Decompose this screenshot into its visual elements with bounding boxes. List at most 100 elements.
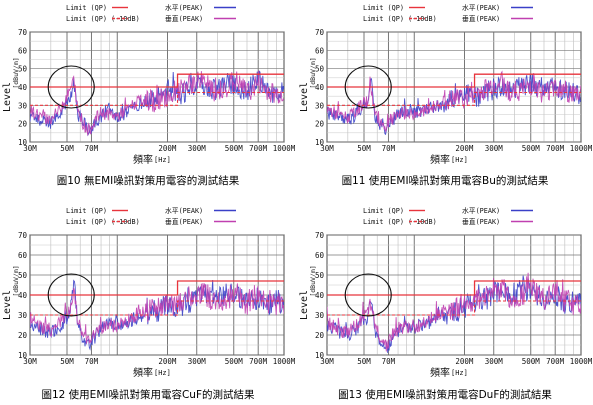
x-tick-label: 300M [188, 144, 207, 153]
x-tick-label: 30M [320, 144, 334, 153]
caption-fig10: 圖10 無EMI噪訊對策用電容的測試結果 [56, 175, 240, 187]
y-tick-label: 70 [315, 231, 325, 240]
y-tick-label: 10 [18, 138, 28, 147]
chart-panel-fig12: 10 20 30 40 50 60 70 30M 50M 70M 200M 300M 500M 700M 1… [0, 203, 296, 381]
y-tick-label: 20 [18, 120, 28, 129]
legend-label: Limit (QP) [66, 207, 107, 215]
legend-label: 水平(PEAK) [165, 3, 203, 12]
highlight-circle [47, 273, 95, 317]
legend-label: Limit (QP) (-10dB) [363, 15, 437, 23]
x-tick-label: 30M [23, 144, 37, 153]
limit-qp-line [327, 280, 581, 296]
caption-fig13: 圖13 使用EMI噪訊對策用電容DuF的測試結果 [338, 389, 552, 401]
x-tick-label: 50M [60, 357, 74, 366]
x-tick-label: 1000M [273, 357, 296, 366]
x-tick-label: 200M [455, 357, 474, 366]
y-tick-label: 30 [18, 311, 28, 320]
chart-panel-fig11: 10 20 30 40 50 60 70 30M 50M 70M 200M 300M 500M 700M 1… [297, 0, 593, 168]
legend-label: 垂直(PEAK) [165, 217, 203, 226]
series-line [30, 70, 284, 136]
plot-data [30, 279, 284, 351]
x-axis-title: 頻率 [430, 153, 450, 166]
legend-label: Limit (QP) (-10dB) [66, 218, 140, 226]
x-tick-label: 500M [522, 357, 541, 366]
x-tick-label: 50M [60, 144, 74, 153]
y-tick-label: 70 [18, 28, 28, 37]
x-axis-unit: [Hz] [154, 369, 171, 377]
y-tick-label: 50 [315, 65, 325, 74]
x-tick-label: 500M [522, 144, 541, 153]
series-line [30, 279, 284, 351]
x-axis-unit: [Hz] [451, 156, 468, 164]
x-tick-label: 1000M [570, 357, 593, 366]
chart-fig10: 10 20 30 40 50 60 70 30M 50M 70M 200M 300M 500M 700M 1… [2, 3, 296, 166]
x-axis-unit: [Hz] [451, 369, 468, 377]
x-tick-label: 200M [455, 144, 474, 153]
x-tick-label: 50M [357, 357, 371, 366]
y-tick-label: 60 [315, 251, 325, 260]
y-axis-title: Level [2, 290, 13, 320]
x-tick-label: 700M [249, 144, 268, 153]
highlight-circle [47, 65, 95, 109]
legend-label: 水平(PEAK) [165, 206, 203, 215]
x-tick-label: 70M [382, 357, 396, 366]
chart-fig12: 10 20 30 40 50 60 70 30M 50M 70M 200M 300M 500M 700M 1… [2, 206, 296, 379]
y-tick-label: 30 [18, 101, 28, 110]
y-tick-label: 20 [315, 331, 325, 340]
x-axis-title: 頻率 [133, 366, 153, 379]
x-axis-unit: [Hz] [154, 156, 171, 164]
caption-fig12: 圖12 使用EMI噪訊對策用電容CuF的測試結果 [41, 389, 255, 401]
x-tick-label: 70M [382, 144, 396, 153]
x-tick-label: 500M [225, 144, 244, 153]
chart-panel-fig10: 10 20 30 40 50 60 70 30M 50M 70M 200M 300M 500M 700M 1… [0, 0, 296, 168]
x-tick-label: 200M [158, 357, 177, 366]
legend-label: Limit (QP) (-10dB) [66, 15, 140, 23]
y-tick-label: 40 [315, 291, 325, 300]
x-axis-title: 頻率 [133, 153, 153, 166]
y-tick-label: 30 [315, 311, 325, 320]
legend-label: 水平(PEAK) [462, 3, 500, 12]
y-tick-label: 60 [315, 46, 325, 55]
x-tick-label: 50M [357, 144, 371, 153]
x-tick-label: 30M [320, 357, 334, 366]
y-axis-unit: [dBuV/m] [12, 57, 20, 88]
legend-label: 垂直(PEAK) [462, 14, 500, 23]
plot-data [327, 272, 581, 353]
legend-label: Limit (QP) (-10dB) [363, 218, 437, 226]
x-tick-label: 700M [249, 357, 268, 366]
highlight-circle [344, 65, 392, 109]
y-tick-label: 40 [315, 83, 325, 92]
x-tick-label: 70M [85, 144, 99, 153]
legend-label: Limit (QP) [66, 4, 107, 12]
x-tick-label: 1000M [273, 144, 296, 153]
plot-data [327, 70, 581, 136]
y-axis-unit: [dBuV/m] [309, 265, 317, 296]
legend-label: 水平(PEAK) [462, 206, 500, 215]
x-tick-label: 700M [546, 144, 565, 153]
y-axis-unit: [dBuV/m] [12, 265, 20, 296]
y-tick-label: 20 [18, 331, 28, 340]
x-tick-label: 300M [485, 357, 504, 366]
y-axis-title: Level [2, 82, 13, 112]
chart-panel-fig13: 10 20 30 40 50 60 70 30M 50M 70M 200M 300M 500M 700M 1… [297, 203, 593, 381]
x-tick-label: 30M [23, 357, 37, 366]
y-tick-label: 60 [18, 46, 28, 55]
limit-qp-line [30, 73, 284, 88]
y-tick-label: 20 [315, 120, 325, 129]
caption-fig11: 圖11 使用EMI噪訊對策用電容Bu的測試結果 [341, 175, 549, 187]
limit-qp-line [327, 73, 581, 88]
x-tick-label: 300M [188, 357, 207, 366]
plot-data [30, 70, 284, 137]
y-tick-label: 50 [18, 271, 28, 280]
x-tick-label: 500M [225, 357, 244, 366]
y-axis-title: Level [299, 82, 310, 112]
legend-label: Limit (QP) [363, 207, 404, 215]
highlight-circle [344, 273, 392, 317]
y-tick-label: 30 [315, 101, 325, 110]
x-tick-label: 70M [85, 357, 99, 366]
y-tick-label: 70 [315, 28, 325, 37]
y-tick-label: 10 [315, 138, 325, 147]
legend-label: 垂直(PEAK) [165, 14, 203, 23]
legend-label: 垂直(PEAK) [462, 217, 500, 226]
y-tick-label: 50 [315, 271, 325, 280]
